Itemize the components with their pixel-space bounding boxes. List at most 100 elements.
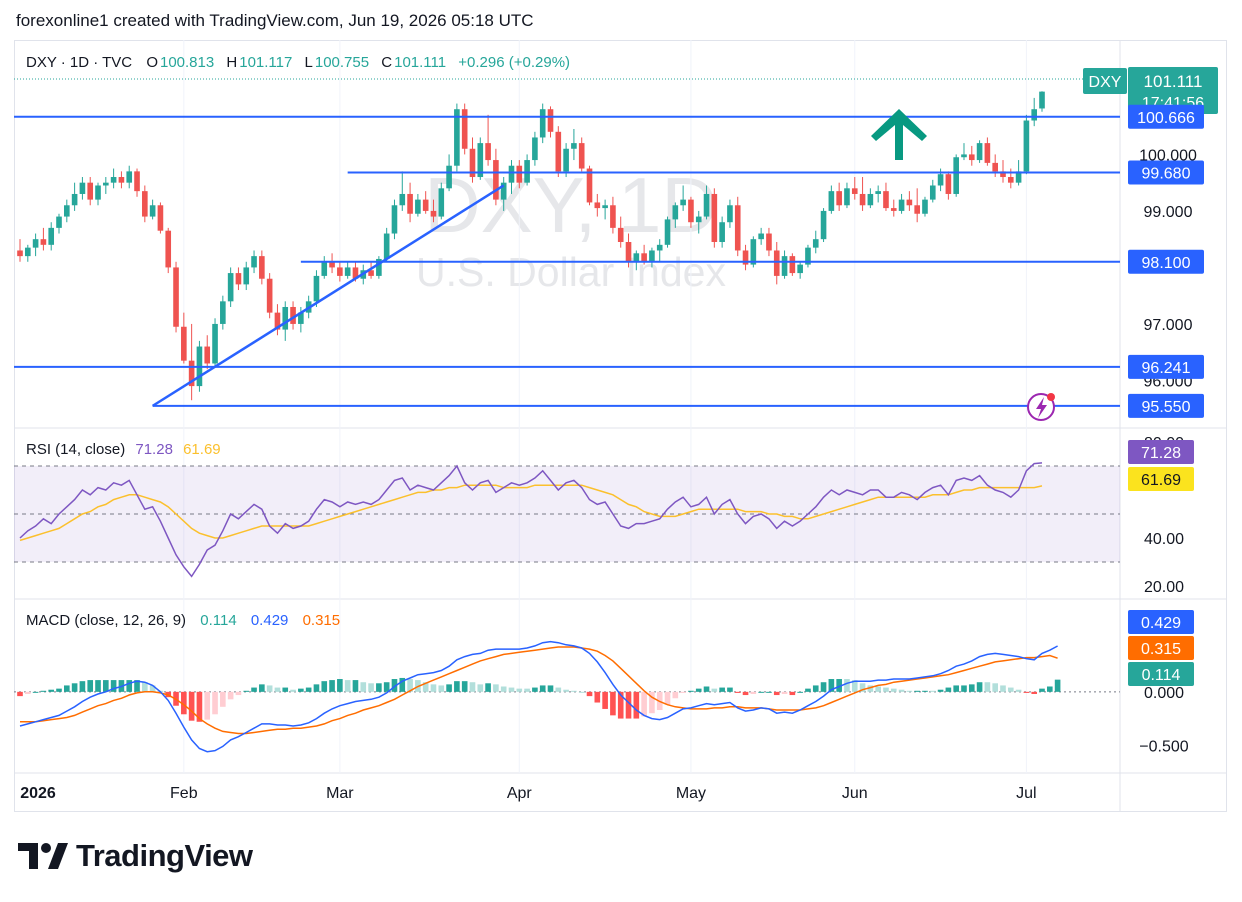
candle-body: [1023, 120, 1030, 172]
legend-symbol[interactable]: DXY · 1D · TVC: [26, 54, 133, 71]
legend-high-label: H: [226, 54, 238, 71]
macd-histogram-bar: [305, 687, 312, 692]
time-label: Apr: [507, 785, 533, 802]
candle-body: [1031, 109, 1038, 121]
candlestick-series[interactable]: [17, 91, 1045, 401]
signal-value-badge[interactable]: 0.315: [1128, 636, 1194, 660]
level-badge-text: 100.666: [1137, 110, 1195, 127]
macd-histogram-bar: [578, 691, 585, 693]
signal-legend-value: 0.315: [302, 612, 341, 629]
candle-body: [727, 205, 733, 223]
macd-histogram-bar: [407, 679, 413, 692]
macd-histogram-bar: [805, 688, 811, 692]
level-badge-text: 98.100: [1142, 255, 1191, 272]
price-legend[interactable]: DXY · 1D · TVC O 100.813 H 101.117 L 100.75…: [26, 54, 572, 71]
rsi-ma-value-badge[interactable]: 61.69: [1128, 467, 1194, 491]
candle-body: [1015, 171, 1022, 183]
macd-histogram-bar: [688, 690, 694, 692]
macd-histogram-bar: [500, 686, 507, 692]
level-price-badges[interactable]: 100.666 99.680 98.100 96.241 95.550: [1128, 104, 1204, 418]
candle-body: [828, 191, 835, 211]
macd-histogram-bar: [1015, 689, 1022, 692]
price-tick-label: 99.000: [1144, 204, 1193, 221]
legend-low-label: L: [304, 54, 313, 71]
candle-body: [633, 253, 640, 262]
rsi-legend[interactable]: RSI (14, close) 71.28 61.69: [26, 441, 223, 458]
macd-histogram-bar: [446, 684, 452, 692]
candle-body: [290, 306, 296, 324]
legend-change: +0.296 (+0.29%): [458, 54, 571, 71]
up-arrow-annotation[interactable]: [871, 109, 927, 160]
macd-pane[interactable]: 0.000 −0.500: [14, 640, 1189, 756]
candle-body: [656, 244, 663, 251]
rsi-ma-legend-value: 61.69: [183, 441, 221, 458]
macd-histogram-bar: [844, 679, 850, 692]
macd-histogram-bar: [859, 683, 866, 692]
macd-badge-text: 0.429: [1141, 615, 1181, 632]
candle-body: [126, 171, 133, 183]
symbol-badge[interactable]: DXY: [1083, 68, 1127, 94]
candle-body: [165, 230, 172, 268]
macd-histogram-bar: [672, 691, 679, 699]
candle-body: [851, 188, 858, 194]
macd-histogram-bar: [695, 688, 702, 692]
tradingview-logo[interactable]: TradingView: [18, 838, 253, 874]
symbol-badge-text: DXY: [1089, 74, 1122, 91]
macd-histogram-bar: [485, 683, 491, 692]
rsi-legend-value: 71.28: [135, 441, 173, 458]
macd-histogram-bar: [56, 688, 62, 692]
candle-body: [508, 165, 515, 183]
macd-histogram-bar: [344, 680, 351, 692]
macd-histogram-bar: [984, 682, 991, 692]
candle-body: [594, 202, 601, 209]
price-tick-label: 97.000: [1144, 317, 1193, 334]
candle-body: [883, 191, 889, 209]
macd-histogram-bar: [617, 691, 624, 719]
candle-body: [610, 205, 616, 228]
time-axis[interactable]: 2026 Feb Mar Apr May Jun Jul: [20, 785, 1036, 802]
macd-histogram-bar: [976, 682, 983, 692]
support-trendline[interactable]: [151, 184, 505, 407]
macd-histogram-bar: [898, 689, 905, 692]
macd-histogram-bar: [64, 685, 70, 692]
macd-histogram-bar: [87, 680, 94, 692]
candle-body: [867, 193, 874, 206]
horizontal-levels[interactable]: [14, 115, 1120, 407]
candle-body: [617, 227, 624, 242]
macd-histogram-bar: [461, 681, 468, 692]
level-badge: [1128, 354, 1204, 379]
lightning-icon[interactable]: [1027, 393, 1055, 421]
candle-body: [391, 205, 398, 234]
candle-body: [32, 239, 39, 248]
macd-histogram-bar: [134, 680, 140, 692]
macd-histogram-bar: [797, 691, 803, 693]
macd-value-badge[interactable]: 0.429: [1128, 610, 1194, 634]
time-label: Jul: [1016, 785, 1036, 802]
macd-legend[interactable]: MACD (close, 12, 26, 9) 0.114 0.429 0.31…: [26, 612, 342, 629]
candle-body: [212, 323, 218, 364]
candle-body: [56, 216, 62, 228]
macd-histogram-bar: [547, 685, 554, 692]
candle-body: [329, 261, 335, 268]
macd-legend-value: 0.429: [250, 612, 289, 629]
candle-body: [243, 267, 250, 285]
macd-histogram-bar: [48, 689, 55, 692]
candle-body: [438, 188, 445, 217]
candle-body: [945, 174, 952, 194]
macd-histogram-bar: [836, 679, 842, 692]
candle-body: [461, 109, 468, 149]
macd-histogram-bar: [992, 683, 998, 692]
candle-body: [750, 239, 757, 265]
rsi-value-badge[interactable]: 71.28: [1128, 440, 1194, 464]
macd-histogram-bar: [259, 684, 265, 692]
rsi-ma-badge-text: 61.69: [1141, 472, 1181, 489]
macd-histogram-bar: [188, 691, 195, 721]
macd-histogram-bar: [438, 685, 445, 692]
candle-body: [532, 137, 538, 161]
macd-histogram-bar: [828, 679, 835, 692]
histogram-value-badge[interactable]: 0.114: [1128, 662, 1194, 686]
macd-histogram-bar: [71, 683, 78, 692]
legend-open-value: 100.813: [159, 54, 215, 71]
